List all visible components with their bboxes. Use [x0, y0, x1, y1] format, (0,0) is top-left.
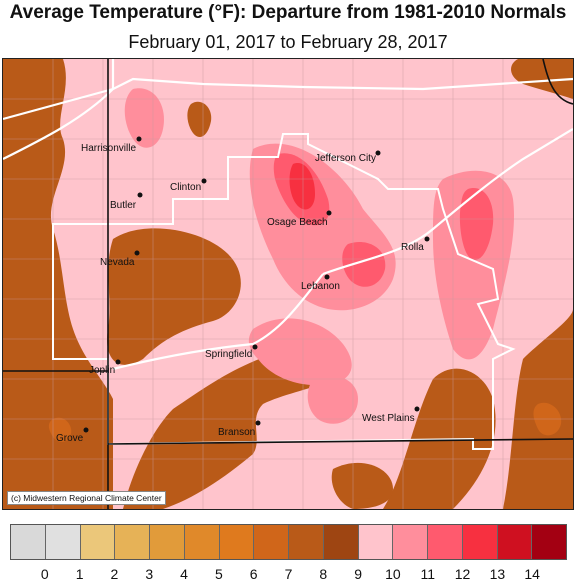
legend-tick-label: 4: [180, 566, 188, 582]
svg-text:Branson: Branson: [218, 427, 255, 438]
region-upper-blob-brown: [187, 101, 212, 137]
city-butler: Butler: [110, 192, 143, 211]
city-rolla: Rolla: [401, 236, 430, 253]
legend-tick-label: 6: [249, 566, 258, 582]
legend-swatch: [428, 525, 463, 559]
svg-text:Butler: Butler: [110, 200, 137, 211]
city-jefferson-city: Jefferson City: [315, 150, 381, 164]
region-west-brown: [3, 59, 113, 509]
region-rolla-east-red: [459, 188, 494, 260]
legend-tick-label: 12: [454, 566, 471, 582]
highways: [3, 59, 573, 371]
svg-text:Joplin: Joplin: [89, 365, 115, 376]
legend-tick-label: 1: [75, 566, 84, 582]
legend-tick-label: 14: [524, 566, 540, 582]
legend-swatch: [150, 525, 185, 559]
legend-tick-label: 0: [40, 566, 49, 582]
legend-swatch: [323, 525, 359, 559]
legend-swatch: [80, 525, 116, 559]
legend-tick-label: 11: [420, 566, 436, 582]
svg-text:West Plains: West Plains: [362, 413, 415, 424]
legend-swatch: [219, 525, 255, 559]
map-subtitle: February 01, 2017 to February 28, 2017: [128, 32, 448, 52]
svg-text:Nevada: Nevada: [100, 257, 135, 268]
region-nevada-brown: [107, 228, 241, 365]
color-legend: [10, 524, 567, 560]
city-nevada: Nevada: [100, 250, 140, 268]
legend-tick-label: 10: [385, 566, 401, 582]
city-harrisonville: Harrisonville: [81, 136, 142, 154]
city-joplin: Joplin: [89, 359, 121, 376]
legend-swatch: [497, 525, 533, 559]
forecast-area-boundary: [52, 133, 516, 450]
city-clinton: Clinton: [170, 178, 207, 193]
legend-swatch: [393, 525, 428, 559]
svg-text:Harrisonville: Harrisonville: [81, 143, 136, 154]
city-branson: Branson: [218, 420, 261, 438]
city-west-plains: West Plains: [362, 406, 420, 424]
legend-swatch: [289, 525, 324, 559]
city-osage-beach: Osage Beach: [267, 210, 332, 228]
region-northeast-brown: [511, 59, 573, 99]
region-branson-brown: [123, 348, 339, 509]
svg-text:Clinton: Clinton: [170, 182, 201, 193]
state-boundaries: [3, 59, 573, 509]
credit-label: (c) Midwestern Regional Climate Center: [7, 491, 166, 505]
legend-swatch: [254, 525, 289, 559]
city-springfield: Springfield: [205, 344, 258, 360]
region-springfield-pink: [248, 318, 352, 386]
legend-swatch: [532, 525, 566, 559]
legend-tick-label: 13: [489, 566, 506, 582]
legend-tick-label: 8: [319, 566, 328, 582]
legend-swatch: [358, 525, 394, 559]
legend-tick-label: 9: [354, 566, 363, 582]
legend-tick-label: 2: [110, 566, 119, 582]
legend-tick-label: 5: [214, 566, 223, 582]
svg-text:Grove: Grove: [56, 433, 84, 444]
city-lebanon: Lebanon: [301, 274, 340, 292]
region-osage-deep-red: [289, 163, 315, 210]
legend-swatch: [462, 525, 498, 559]
svg-text:Jefferson City: Jefferson City: [315, 153, 376, 164]
city-grove: Grove: [56, 427, 89, 444]
region-wp-pink: [307, 375, 358, 424]
svg-text:Rolla: Rolla: [401, 242, 424, 253]
region-north-pink: [124, 88, 164, 148]
legend-tick-label: 3: [145, 566, 154, 582]
region-south-central-brown: [331, 462, 393, 509]
svg-text:Springfield: Springfield: [205, 349, 252, 360]
map-canvas: Harrisonville Jefferson City Clinton But…: [3, 59, 573, 509]
legend-swatch: [115, 525, 150, 559]
map-title: Average Temperature (°F): Departure from…: [9, 2, 567, 23]
legend-tick-label: 7: [284, 566, 293, 582]
legend-ticks: 0 1 2 3 4 5 6 7 8 9 10 11 12 13 14: [10, 566, 567, 584]
legend-swatch: [184, 525, 220, 559]
county-lines: [3, 59, 573, 509]
region-grove-orange: [48, 417, 72, 442]
svg-text:Osage Beach: Osage Beach: [267, 217, 328, 228]
temperature-departure-map: Harrisonville Jefferson City Clinton But…: [2, 58, 574, 510]
city-markers: Harrisonville Jefferson City Clinton But…: [56, 136, 430, 444]
legend-swatch: [45, 525, 81, 559]
svg-text:Lebanon: Lebanon: [301, 281, 340, 292]
legend-swatch: [11, 525, 46, 559]
